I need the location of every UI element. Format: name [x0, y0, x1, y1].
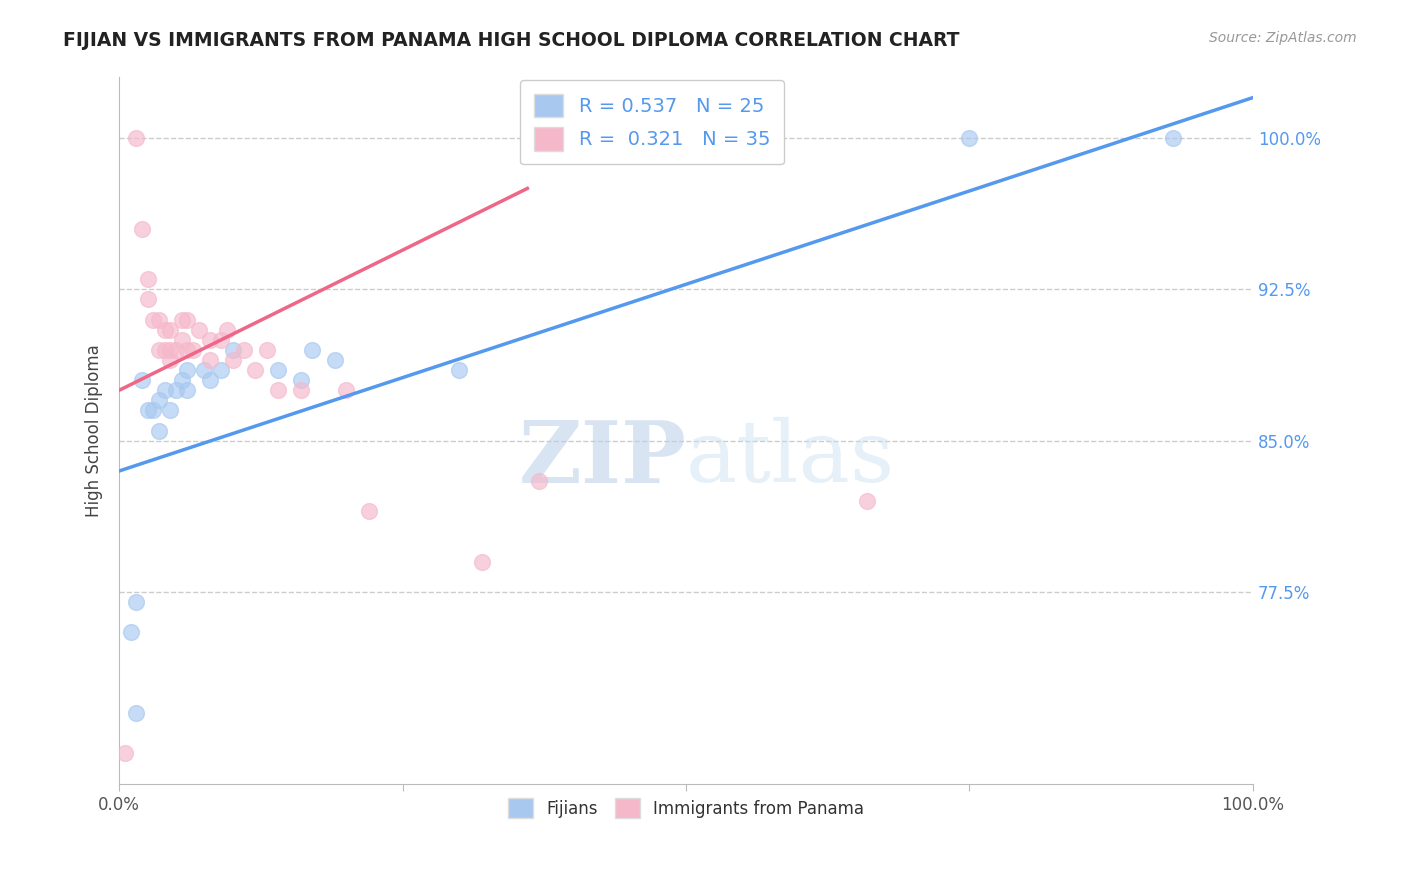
- Point: [148, 424, 170, 438]
- Point: [125, 131, 148, 145]
- Point: [449, 363, 471, 377]
- Text: Source: ZipAtlas.com: Source: ZipAtlas.com: [1209, 31, 1357, 45]
- Point: [170, 333, 193, 347]
- Point: [301, 343, 323, 357]
- Point: [131, 373, 153, 387]
- Point: [142, 403, 165, 417]
- Point: [148, 312, 170, 326]
- Point: [323, 353, 346, 368]
- Point: [136, 272, 159, 286]
- Point: [148, 393, 170, 408]
- Point: [159, 403, 181, 417]
- Point: [142, 312, 165, 326]
- Text: atlas: atlas: [686, 417, 896, 500]
- Point: [165, 343, 187, 357]
- Point: [153, 323, 176, 337]
- Point: [959, 131, 981, 145]
- Point: [170, 312, 193, 326]
- Point: [198, 333, 221, 347]
- Point: [165, 383, 187, 397]
- Point: [136, 403, 159, 417]
- Point: [159, 323, 181, 337]
- Point: [245, 363, 267, 377]
- Point: [357, 504, 380, 518]
- Point: [221, 343, 243, 357]
- Point: [256, 343, 278, 357]
- Point: [215, 323, 238, 337]
- Point: [290, 373, 312, 387]
- Point: [170, 373, 193, 387]
- Text: FIJIAN VS IMMIGRANTS FROM PANAMA HIGH SCHOOL DIPLOMA CORRELATION CHART: FIJIAN VS IMMIGRANTS FROM PANAMA HIGH SC…: [63, 31, 960, 50]
- Y-axis label: High School Diploma: High School Diploma: [86, 344, 103, 517]
- Point: [198, 353, 221, 368]
- Point: [198, 373, 221, 387]
- Point: [221, 353, 243, 368]
- Point: [114, 747, 136, 761]
- Point: [176, 383, 198, 397]
- Point: [159, 343, 181, 357]
- Point: [193, 363, 215, 377]
- Point: [181, 343, 204, 357]
- Point: [471, 555, 494, 569]
- Point: [148, 343, 170, 357]
- Point: [209, 333, 232, 347]
- Point: [176, 343, 198, 357]
- Point: [176, 312, 198, 326]
- Point: [120, 625, 142, 640]
- Point: [125, 706, 148, 720]
- Point: [335, 383, 357, 397]
- Point: [267, 383, 290, 397]
- Point: [176, 363, 198, 377]
- Point: [1163, 131, 1185, 145]
- Point: [153, 383, 176, 397]
- Point: [131, 221, 153, 235]
- Point: [159, 353, 181, 368]
- Point: [136, 293, 159, 307]
- Point: [125, 595, 148, 609]
- Point: [527, 474, 550, 488]
- Point: [153, 343, 176, 357]
- Point: [209, 363, 232, 377]
- Point: [267, 363, 290, 377]
- Point: [187, 323, 209, 337]
- Legend: Fijians, Immigrants from Panama: Fijians, Immigrants from Panama: [502, 791, 870, 825]
- Point: [290, 383, 312, 397]
- Point: [856, 494, 879, 508]
- Point: [233, 343, 256, 357]
- Text: ZIP: ZIP: [519, 417, 686, 500]
